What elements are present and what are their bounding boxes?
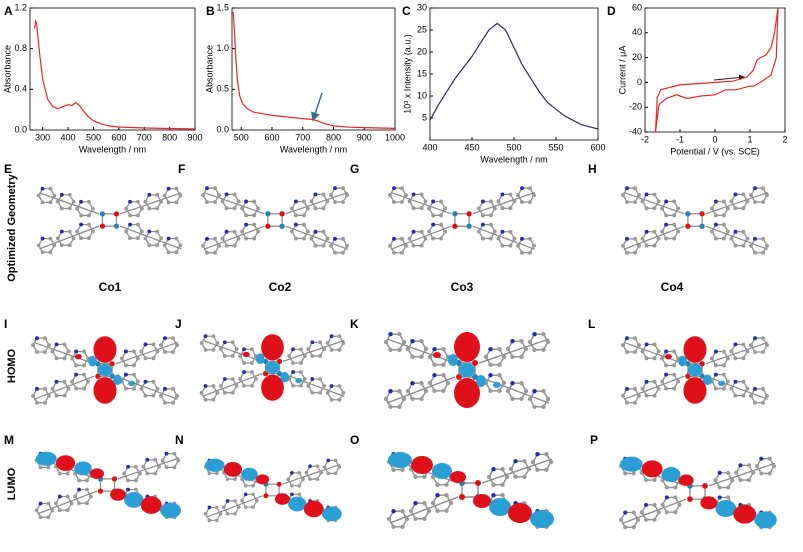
y-tick-label: 5 [422, 112, 427, 122]
panel-letter: B [206, 4, 215, 18]
x-tick-label: 800 [326, 132, 341, 142]
x-tick-label: 700 [137, 132, 152, 142]
y-tick-label: 0 [637, 77, 642, 87]
x-tick-label: 700 [295, 132, 310, 142]
panel-letter: M [4, 433, 14, 447]
row-label: LUMO [6, 467, 18, 500]
x-tick-label: 400 [61, 132, 76, 142]
data-line [34, 19, 196, 130]
panel-letter: F [178, 162, 185, 176]
x-axis-label: Wavelength / nm [280, 144, 347, 154]
y-tick-label: -40 [629, 126, 642, 136]
panel-letter: G [350, 162, 359, 176]
y-tick-label: 25 [417, 24, 427, 34]
arrow [713, 74, 745, 81]
y-tick-label: 0.5 [216, 84, 229, 94]
plot-frame [644, 7, 786, 133]
x-tick-label: 400 [422, 142, 437, 152]
x-tick-label: 450 [464, 142, 479, 152]
panel-letter: P [590, 433, 598, 447]
y-tick-label: 1.0 [216, 43, 229, 53]
molecule [201, 186, 349, 254]
row-label: Optimized Geometry [6, 173, 18, 281]
molecule-name: Co2 [269, 280, 292, 294]
x-axis-label: Potential / V (vs. SCE) [670, 146, 760, 156]
y-axis-label: 10³ x Intensity (a.u.) [402, 34, 412, 114]
y-tick-label: 10 [417, 90, 427, 100]
x-tick-label: 300 [35, 132, 50, 142]
x-tick-label: 900 [357, 132, 372, 142]
y-tick-label: 20 [632, 52, 642, 62]
x-tick-label: 550 [548, 142, 563, 152]
panel-letter: L [588, 317, 595, 331]
panel-letter: C [402, 4, 411, 18]
x-tick-label: 600 [264, 132, 279, 142]
data-line [429, 22, 599, 130]
y-axis-label: Absorbance [2, 45, 12, 93]
panel-letter: N [175, 433, 184, 447]
x-tick-label: 600 [590, 142, 605, 152]
y-tick-label: 30 [417, 2, 427, 12]
x-tick-label: -2 [641, 134, 649, 144]
data-line [232, 12, 396, 129]
y-tick-label: 15 [417, 68, 427, 78]
x-tick-label: 500 [86, 132, 101, 142]
y-axis-label: Absorbance [204, 45, 214, 93]
orbital [388, 452, 554, 528]
x-axis-label: Wavelength / nm [79, 144, 146, 154]
panel-letter: A [4, 4, 13, 18]
plot-frame [231, 7, 396, 131]
x-tick-label: 900 [187, 132, 202, 142]
x-tick-label: 1000 [385, 132, 405, 142]
panel-letter: E [4, 162, 12, 176]
y-tick-label: 60 [632, 2, 642, 12]
molecule [621, 186, 769, 254]
y-tick-label: 0.0 [216, 124, 229, 134]
y-tick-label: 1.5 [216, 2, 229, 12]
orbital [664, 336, 726, 404]
x-tick-label: 1 [747, 134, 752, 144]
x-tick-label: 0 [712, 134, 717, 144]
x-axis-label: Wavelength / nm [480, 154, 547, 164]
panel-letter: I [4, 317, 7, 331]
x-tick-label: 2 [782, 134, 787, 144]
x-tick-label: -1 [676, 134, 684, 144]
orbital [620, 456, 777, 529]
x-tick-label: 600 [111, 132, 126, 142]
orbital [74, 336, 136, 404]
arrow [311, 92, 323, 122]
y-tick-label: 40 [632, 27, 642, 37]
x-tick-label: 500 [506, 142, 521, 152]
panel-letter: J [175, 317, 182, 331]
y-axis-label: Current / μA [617, 46, 627, 95]
orbital [35, 451, 181, 519]
molecule-name: Co3 [451, 280, 474, 294]
data-line [654, 7, 779, 133]
orbital [433, 332, 501, 408]
y-tick-label: 1.2 [14, 2, 27, 12]
x-tick-label: 500 [234, 132, 249, 142]
molecule [388, 186, 536, 254]
row-label: HOMO [6, 348, 18, 383]
panel-letter: H [588, 162, 597, 176]
orbital [204, 458, 342, 522]
y-tick-label: 20 [417, 46, 427, 56]
y-tick-label: -20 [629, 102, 642, 112]
orbital [242, 334, 303, 401]
panel-letter: D [607, 4, 616, 18]
plot-frame [29, 7, 196, 131]
molecule-name: Co4 [661, 280, 684, 294]
y-tick-label: 0.4 [14, 84, 27, 94]
panel-letter: K [350, 317, 359, 331]
panel-letter: O [350, 433, 359, 447]
x-tick-label: 800 [162, 132, 177, 142]
molecule-name: Co1 [99, 280, 122, 294]
molecule [37, 187, 183, 254]
y-tick-label: 0.0 [14, 124, 27, 134]
y-tick-label: 0.8 [14, 43, 27, 53]
